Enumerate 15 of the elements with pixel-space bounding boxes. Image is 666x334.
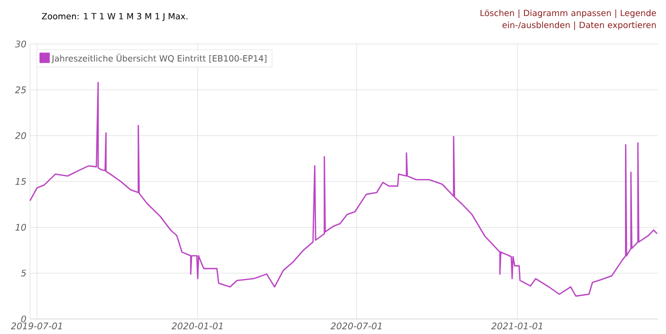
x-tick-label: 2021-01-01 [491, 322, 542, 330]
y-tick-label: 25 [15, 86, 26, 94]
y-tick-label: 5 [20, 270, 26, 276]
line-series [29, 82, 658, 297]
text: Löschen | Diagramm anpassen | Legende ein-/ausblenden | Daten exportieren [480, 10, 656, 30]
y-tick-label: 0 [21, 316, 26, 322]
x-tick-label: 2019-07-01 [10, 322, 62, 330]
x-tick-label: 2020-01-01 [172, 322, 222, 330]
y-tick-label: 15 [15, 178, 26, 185]
x-tick-label: 2020-07-01 [330, 322, 382, 330]
y-tick-label: 30 [15, 40, 26, 48]
legend-label: Jahreszeitliche Übersicht WQ Eintritt [EB100-EP14] [51, 54, 266, 64]
text: Zoomen: 1 T 1 W 1 M 3 M 1 J Max. [42, 12, 188, 22]
y-tick-label: 20 [15, 132, 26, 140]
y-tick-label: 10 [15, 224, 26, 231]
